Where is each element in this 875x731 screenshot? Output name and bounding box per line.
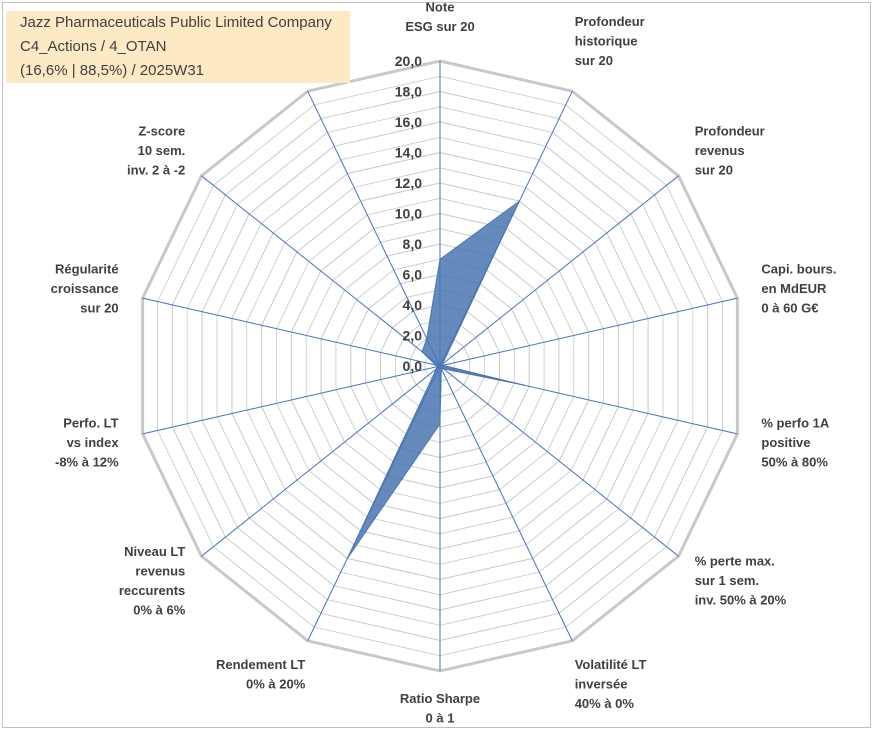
tick-label: 8,0 xyxy=(403,236,423,252)
axis-spoke xyxy=(439,175,679,367)
axis-label: Rendement LT 0% à 20% xyxy=(216,657,306,692)
axis-spoke xyxy=(142,297,441,367)
tick-label: 2,0 xyxy=(403,328,423,344)
series-area xyxy=(346,200,524,559)
axis-label: Perfo. LT vs index -8% à 12% xyxy=(55,415,119,469)
series-point xyxy=(439,423,441,425)
axis-spoke xyxy=(307,90,441,367)
series-point xyxy=(442,368,445,370)
axis-spoke xyxy=(439,365,573,642)
axis-spoke xyxy=(201,365,441,557)
tick-label: 0,0 xyxy=(403,358,423,374)
series-point xyxy=(435,368,438,370)
radar-series xyxy=(346,200,525,560)
axis-spoke xyxy=(142,365,441,435)
tick-label: 20,0 xyxy=(395,53,422,69)
series-point xyxy=(441,363,444,365)
axis-label: Z-score 10 sem. inv. 2 à -2 xyxy=(127,123,185,177)
tick-label: 10,0 xyxy=(395,206,422,222)
tick-label: 16,0 xyxy=(395,114,422,130)
series-point xyxy=(522,384,525,386)
series-point xyxy=(434,364,437,366)
series-point xyxy=(346,557,349,560)
chart-subtitle-category: C4_Actions / 4_OTAN xyxy=(20,38,167,55)
axis-label: Profondeur revenus sur 20 xyxy=(695,123,765,177)
series-point xyxy=(426,337,428,340)
axis-label: % perte max. sur 1 sem. inv. 50% à 20% xyxy=(695,554,787,608)
series-point xyxy=(436,365,438,368)
tick-label: 6,0 xyxy=(403,267,423,283)
axis-label: Régularité croissance sur 20 xyxy=(51,262,119,316)
chart-subtitle-period: (16,6% | 88,5%) / 2025W31 xyxy=(20,62,204,79)
chart-title: Jazz Pharmaceuticals Public Limited Comp… xyxy=(20,14,332,31)
radar-tick-labels: 0,0 2,0 4,0 6,0 8,0 10,0 12,0 14,0 16,0 18,0 20,0 xyxy=(395,53,422,374)
axis-spoke xyxy=(201,175,441,367)
series-point xyxy=(439,258,441,261)
axis-label: Ratio Sharpe 0 à 1 xyxy=(400,691,480,726)
axis-label: Niveau LT revenus reccurents 0% à 6% xyxy=(119,544,186,618)
axis-label: % perfo 1A positive 50% à 80% xyxy=(761,415,830,469)
axis-label: Capi. bours. en MdEUR 0 à 60 G€ xyxy=(761,262,836,316)
axis-label: Volatilité LT inversée 40% à 0% xyxy=(575,657,647,711)
series-point xyxy=(518,200,521,202)
axis-label: Profondeur historique sur 20 xyxy=(575,14,645,68)
series-point xyxy=(440,367,443,370)
tick-label: 14,0 xyxy=(395,145,422,161)
series-point xyxy=(421,350,423,353)
axis-spoke xyxy=(439,365,679,557)
series-point xyxy=(442,364,444,367)
axis-spoke xyxy=(439,297,738,367)
tick-label: 18,0 xyxy=(395,84,422,100)
tick-label: 4,0 xyxy=(403,297,423,313)
tick-label: 12,0 xyxy=(395,175,422,191)
title-box: Jazz Pharmaceuticals Public Limited Comp… xyxy=(6,11,350,83)
axis-label: Note ESG sur 20 xyxy=(405,0,474,34)
